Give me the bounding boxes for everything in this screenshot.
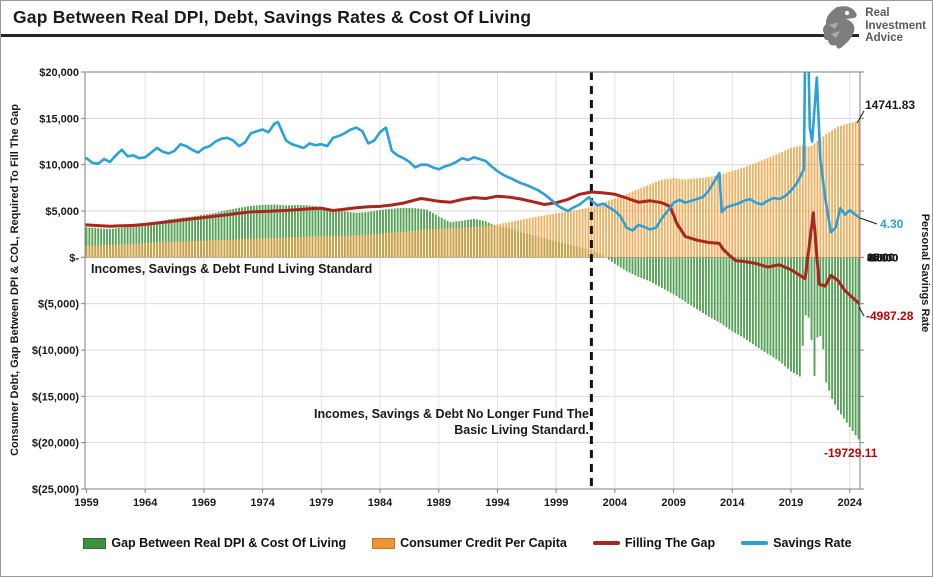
eagle-icon: [823, 6, 857, 49]
svg-text:$(10,000): $(10,000): [32, 345, 79, 357]
legend-item-credit: Consumer Credit Per Capita: [372, 536, 567, 550]
svg-text:1994: 1994: [485, 497, 510, 509]
savings-line-swatch: [741, 541, 769, 545]
legend-label: Filling The Gap: [624, 536, 716, 550]
svg-text:5.00: 5.00: [867, 252, 888, 264]
svg-text:$20,000: $20,000: [39, 67, 79, 79]
svg-text:2014: 2014: [720, 497, 745, 509]
right-axis-labels: 20.0015.0010.005.000.00-5.00-10.00-15.00…: [867, 252, 898, 264]
svg-text:1999: 1999: [544, 497, 568, 509]
svg-text:1969: 1969: [192, 497, 216, 509]
callout-label-0: 14741.83: [865, 98, 915, 112]
svg-text:15.00: 15.00: [867, 252, 895, 264]
real-investment-advice-logo: Real Investment Advice: [823, 5, 926, 51]
svg-text:20.00: 20.00: [867, 252, 895, 264]
right-axis-title: Personal Savings Rate: [919, 214, 931, 333]
svg-text:2024: 2024: [837, 497, 862, 509]
title-underline: [1, 34, 859, 37]
legend-label: Savings Rate: [773, 536, 852, 550]
svg-text:$10,000: $10,000: [39, 160, 79, 172]
svg-text:$5,000: $5,000: [45, 206, 79, 218]
svg-text:$-: $-: [69, 252, 79, 264]
gridlines: [85, 72, 860, 489]
svg-text:2004: 2004: [603, 497, 628, 509]
svg-text:1989: 1989: [426, 497, 450, 509]
series-line-0: [85, 190, 860, 305]
svg-text:1979: 1979: [309, 497, 333, 509]
callout-label-3: -19729.11: [824, 446, 878, 460]
svg-text:-15.00: -15.00: [867, 252, 898, 264]
legend-item-savings: Savings Rate: [741, 536, 852, 550]
annotation-no-longer-fund: Incomes, Savings & Debt No Longer Fund T…: [314, 407, 589, 437]
logo-text: Real Investment Advice: [865, 7, 926, 44]
svg-text:1974: 1974: [250, 497, 275, 509]
callout-label-2: -4987.28: [866, 309, 914, 323]
legend-item-gap: Gap Between Real DPI & Cost Of Living: [83, 536, 346, 550]
svg-text:$(15,000): $(15,000): [32, 391, 79, 403]
legend-label: Gap Between Real DPI & Cost Of Living: [111, 536, 347, 550]
page-title: Gap Between Real DPI, Debt, Savings Rate…: [13, 7, 532, 27]
callout-leader-0: [856, 110, 865, 124]
svg-text:$(5,000): $(5,000): [38, 299, 79, 311]
annotation-fund-living-standard: Incomes, Savings & Debt Fund Living Stan…: [91, 262, 372, 276]
svg-text:0.00: 0.00: [867, 252, 888, 264]
credit-bar-swatch: [372, 537, 396, 549]
chart-legend: Gap Between Real DPI & Cost Of Living Co…: [1, 536, 933, 550]
gap-bar-swatch: [83, 537, 107, 549]
left-axis-labels: $20,000 $15,000 $10,000 $5,000 $- $(5,000) $(1…: [32, 67, 79, 496]
svg-text:$(20,000): $(20,000): [32, 438, 79, 450]
legend-item-filling: Filling The Gap: [592, 536, 716, 550]
svg-text:-20.00: -20.00: [867, 253, 898, 265]
svg-text:$15,000: $15,000: [39, 113, 79, 125]
svg-text:Incomes, Savings & Debt No Lon: Incomes, Savings & Debt No Longer Fund T…: [314, 407, 589, 421]
legend-label: Consumer Credit Per Capita: [400, 536, 567, 550]
plot-border: [84, 71, 861, 490]
callout-leader-1: [859, 217, 878, 225]
svg-text:Basic Living Standard.: Basic Living Standard.: [454, 423, 589, 437]
filling-line-swatch: [592, 541, 620, 545]
svg-text:1959: 1959: [74, 497, 98, 509]
svg-text:-25.00: -25.00: [867, 253, 898, 265]
svg-text:1964: 1964: [133, 497, 158, 509]
x-axis-labels: 1959 1964 1969 1974 1979 1984 1989 1994 1999 2004…: [74, 497, 863, 509]
svg-text:1984: 1984: [368, 497, 393, 509]
svg-text:10.00: 10.00: [867, 252, 895, 264]
callout-leader-2: [858, 306, 865, 317]
axis-ticks: [81, 71, 864, 493]
callout-label-1: 4.30: [880, 217, 904, 231]
series-line-1: [85, 72, 860, 234]
svg-text:2019: 2019: [779, 497, 803, 509]
svg-text:Incomes, Savings & Debt Fund L: Incomes, Savings & Debt Fund Living Stan…: [91, 262, 372, 276]
svg-text:-5.00: -5.00: [867, 252, 892, 264]
svg-text:2009: 2009: [661, 497, 685, 509]
svg-text:-10.00: -10.00: [867, 252, 898, 264]
svg-text:$(25,000): $(25,000): [32, 484, 79, 496]
chart-canvas: $20,000 $15,000 $10,000 $5,000 $- $(5,000) $(1…: [9, 67, 931, 509]
left-axis-title: Consumer Debt, Gap Between DPI & COL, Re…: [9, 104, 21, 456]
